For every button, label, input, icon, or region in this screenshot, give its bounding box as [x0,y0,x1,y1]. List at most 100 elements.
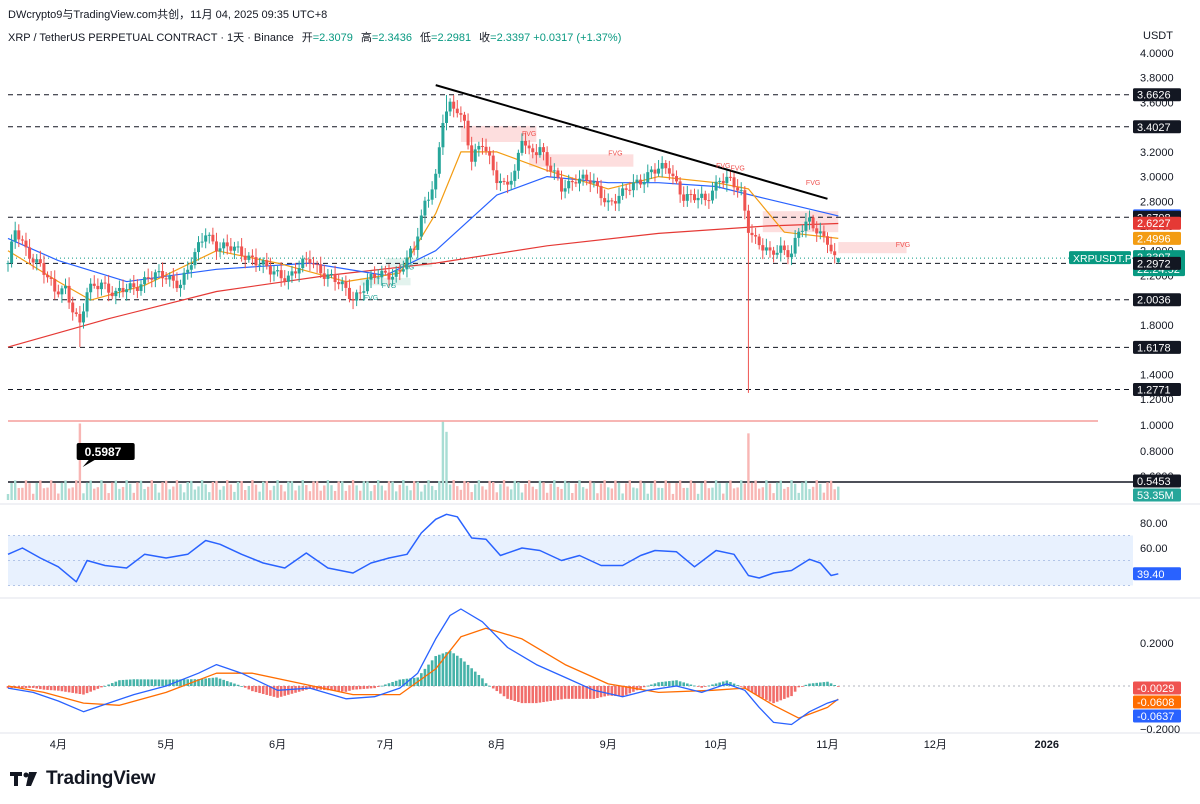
macd-histogram-bar [596,686,599,699]
volume-bar [272,485,276,500]
candle [825,232,829,254]
candle [441,114,445,155]
volume-callout-text: 0.5987 [85,445,122,459]
candle-body [294,271,298,274]
macd-histogram-bar [312,686,315,690]
volume-bar [355,485,358,500]
axis-tag-text: 2.0036 [1137,295,1171,307]
macd-histogram-bar [17,686,21,689]
candle [427,191,431,208]
fvg-zone [838,242,907,254]
macd-histogram-bar [765,686,768,700]
candle-body [714,181,718,191]
macd-histogram-bar [60,686,64,692]
candle [247,252,251,263]
candle [254,248,258,272]
candle-body [430,189,434,200]
candle [347,279,351,303]
macd-histogram-bar [330,686,333,691]
volume-bar [470,492,473,500]
candle [46,271,50,283]
candle-body [473,149,477,162]
candle-body [254,257,258,266]
volume-bar [527,480,531,500]
volume-bar [351,480,355,500]
candle-body [132,283,136,288]
candle-body [728,176,732,178]
candle [128,278,132,293]
macd-histogram-bar [92,686,96,691]
candle [628,181,632,196]
candle-body [700,193,704,198]
candle-body [322,273,326,279]
macd-histogram-bar [118,680,121,686]
macd-histogram-bar [783,686,786,699]
volume-bar [729,480,732,500]
candle [725,168,729,192]
candle-body [146,277,150,279]
candle [746,204,750,393]
candle [294,262,298,279]
candle [689,189,693,203]
candle [693,188,697,203]
macd-histogram-bar [696,686,700,687]
macd-histogram-bar [71,686,74,693]
macd-histogram-bar [700,686,703,688]
macd-histogram-bar [21,686,24,689]
price-tag: 3.6626 [1133,88,1181,102]
macd-histogram-bar [768,686,772,702]
candle-body [60,288,64,295]
candle-body [409,248,413,258]
candle [412,241,416,256]
candle [574,174,578,188]
macd-histogram-bar [215,677,218,686]
macd-histogram-bar [574,686,578,699]
candle-body [502,180,506,182]
macd-histogram-bar [283,686,287,696]
candle-body [64,285,68,289]
candle [721,173,725,189]
candle-body [782,245,786,251]
volume-bar [599,483,603,500]
macd-histogram-bar [344,686,348,692]
macd-histogram-bar [632,686,635,692]
volume-bar [111,482,114,500]
candle [405,250,409,278]
volume-bar [660,488,664,500]
volume-bar [136,482,139,500]
candle [355,289,359,307]
candle-body [484,146,488,152]
candle-body [46,274,50,278]
symbol-legend[interactable]: XRP / TetherUS PERPETUAL CONTRACT · 1天 ·… [8,29,621,45]
volume-bar [380,485,384,500]
tradingview-logo[interactable]: TradingView [10,768,156,790]
candle [394,266,398,283]
candle-body [642,182,646,185]
macd-histogram-bar [276,686,279,698]
candle [621,182,625,200]
volume-bar [244,489,247,500]
candle-body [38,259,42,264]
candle-body [552,170,556,172]
candle-body [675,176,679,182]
macd-histogram-bar [96,686,100,689]
candle-body [516,152,520,171]
candle [567,174,571,194]
price-chart[interactable]: 4.00003.80003.60003.40003.20003.00002.80… [0,0,1200,760]
volume-bar [46,487,49,500]
volume-bar [240,481,243,500]
volume-bar [678,480,682,500]
volume-bar [139,480,143,500]
volume-bar [607,487,610,500]
volume-bar [621,493,624,500]
candle-body [462,114,466,121]
candle-body [157,271,161,273]
macd-histogram-bar [506,686,509,699]
macd-histogram-bar [459,658,463,686]
candle [563,179,567,199]
candle-body [114,290,118,297]
macd-histogram-bar [279,686,283,697]
candle [764,238,768,256]
candle [473,143,477,167]
macd-histogram-bar [261,686,265,694]
